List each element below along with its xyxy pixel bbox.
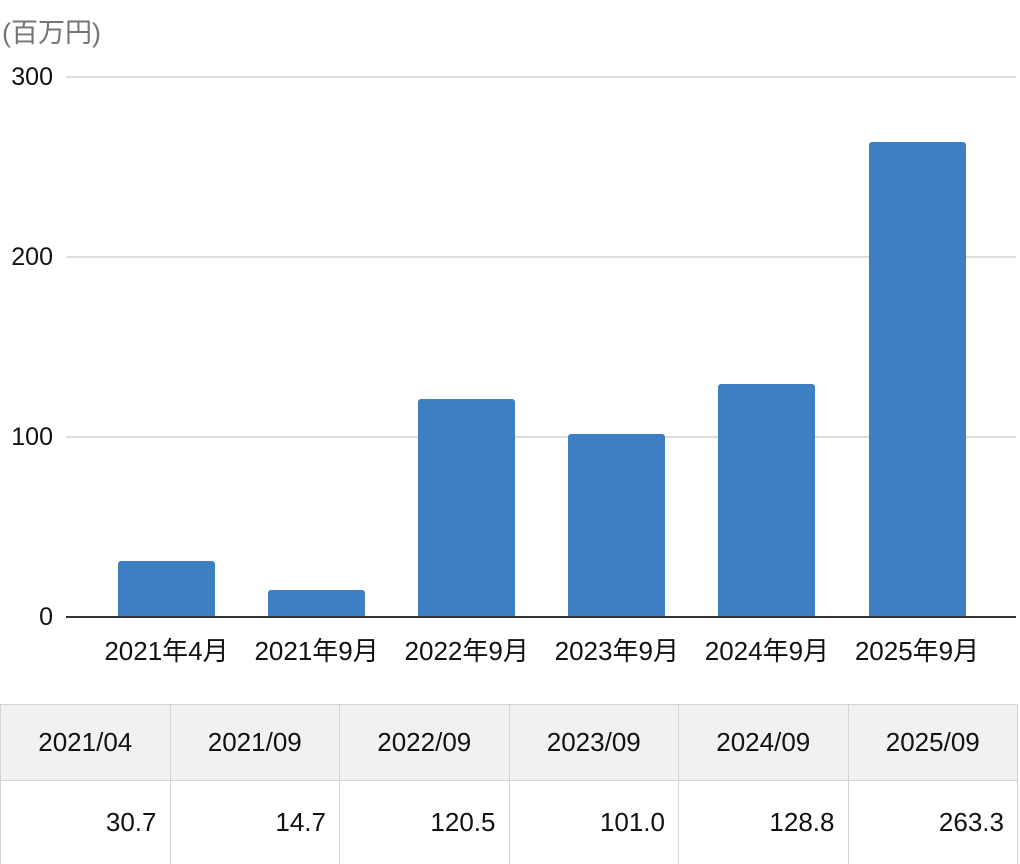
plot-area: 0 100 200 300 2021年4月 2021年9月 2022年9月 2023年9月 20… xyxy=(11,63,1016,666)
x-tick-label: 2023年9月 xyxy=(554,636,679,666)
table-value-cell: 120.5 xyxy=(339,780,510,864)
bar xyxy=(568,434,666,616)
x-tick-label: 2021年4月 xyxy=(104,636,229,666)
x-tick-label: 2024年9月 xyxy=(704,636,830,666)
table-header-row: 2021/04 2021/09 2022/09 2023/09 2024/09 … xyxy=(0,704,1018,781)
y-tick-label: 100 xyxy=(11,423,53,451)
table-header-cell: 2025/09 xyxy=(847,704,1018,781)
bar-chart: (百万円) 0 100 200 300 2021年4月 2021年9月 2022年9月 202… xyxy=(2,18,1016,666)
gridline xyxy=(66,256,1016,258)
bar xyxy=(418,399,516,616)
table-value-cell: 30.7 xyxy=(0,780,171,864)
table-value-cell: 128.8 xyxy=(678,780,849,864)
table-value-cell: 263.3 xyxy=(847,780,1018,864)
table-value-cell: 101.0 xyxy=(508,780,679,864)
x-tick-label: 2021年9月 xyxy=(254,636,379,666)
bar xyxy=(268,590,366,616)
x-axis-line xyxy=(66,616,1016,618)
table-header-cell: 2021/09 xyxy=(169,704,340,781)
gridline xyxy=(66,436,1016,438)
y-tick-label: 200 xyxy=(11,243,53,271)
data-table: 2021/04 2021/09 2022/09 2023/09 2024/09 … xyxy=(0,704,1018,864)
bar xyxy=(868,142,966,616)
y-tick-label: 0 xyxy=(39,603,53,631)
table-header-cell: 2021/04 xyxy=(0,704,171,781)
bar xyxy=(118,561,215,616)
table-value-cell: 14.7 xyxy=(169,780,340,864)
y-tick-label: 300 xyxy=(11,63,53,91)
table-header-cell: 2023/09 xyxy=(508,704,679,781)
bar xyxy=(718,384,816,616)
gridline xyxy=(66,76,1016,78)
y-axis-unit-label: (百万円) xyxy=(2,18,101,48)
table-header-cell: 2024/09 xyxy=(678,704,849,781)
table-header-cell: 2022/09 xyxy=(339,704,510,781)
x-tick-label: 2025年9月 xyxy=(854,636,980,666)
table-value-row: 30.7 14.7 120.5 101.0 128.8 263.3 xyxy=(0,780,1018,864)
x-tick-label: 2022年9月 xyxy=(404,636,529,666)
